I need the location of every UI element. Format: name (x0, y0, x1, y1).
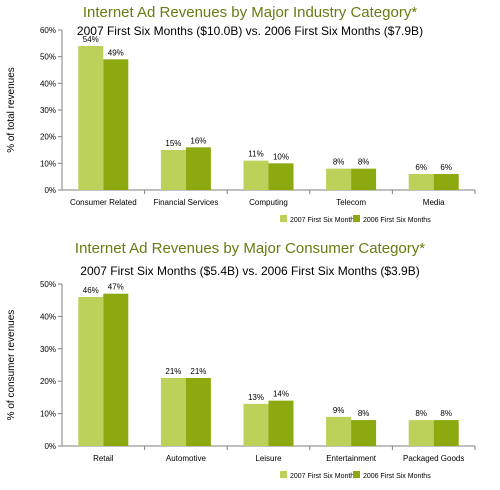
bar (160, 150, 186, 190)
x-tick-label: Consumer Related (70, 198, 137, 207)
legend-swatch (280, 215, 287, 222)
legend-swatch (280, 471, 287, 478)
consumer-chart-subtitle: 2007 First Six Months ($5.4B) vs. 2006 F… (80, 264, 420, 278)
bar (103, 59, 129, 191)
legend-swatch (353, 215, 360, 222)
data-label: 6% (440, 163, 452, 172)
bar (408, 174, 434, 190)
data-label: 21% (165, 367, 181, 376)
x-tick-label: Leisure (255, 454, 282, 463)
data-label: 8% (333, 158, 345, 167)
data-label: 8% (440, 409, 452, 418)
y-tick-label: 0% (44, 186, 56, 195)
y-axis-label: % of total revenues (6, 67, 17, 153)
data-label: 47% (108, 283, 124, 292)
x-tick-label: Automotive (166, 454, 207, 463)
industry-chart-subtitle: 2007 First Six Months ($10.0B) vs. 2006 … (76, 24, 424, 38)
consumer-chart: 0% 10% 20% 30% 40% 50% % of consumer revenues 4… (6, 280, 476, 480)
bar (326, 416, 352, 446)
legend-label: 2006 First Six Months (363, 473, 431, 480)
y-tick-label: 60% (40, 26, 56, 35)
bar (433, 420, 459, 446)
x-tick-label: Retail (93, 454, 114, 463)
y-tick-label: 50% (40, 53, 56, 62)
consumer-chart-panel: Internet Ad Revenues by Major Consumer C… (0, 240, 500, 490)
bar (185, 377, 211, 446)
y-axis-label: % of consumer revenues (6, 310, 17, 421)
industry-chart-title: Internet Ad Revenues by Major Industry C… (82, 4, 418, 21)
data-label: 46% (83, 286, 99, 295)
bar (326, 168, 352, 190)
legend-label: 2007 First Six Months (290, 217, 358, 224)
data-label: 6% (415, 163, 427, 172)
legend-swatch (353, 471, 360, 478)
y-tick-label: 20% (40, 377, 56, 386)
data-label: 49% (108, 48, 124, 57)
bar (408, 420, 434, 446)
x-tick-label: Computing (249, 198, 288, 207)
bar (185, 147, 211, 190)
x-tick-label: Telecom (336, 198, 366, 207)
bar (78, 46, 104, 190)
y-tick-label: 0% (44, 442, 56, 451)
bar (351, 420, 377, 446)
bar (268, 163, 294, 190)
data-label: 11% (248, 150, 263, 159)
industry-chart: 0% 10% 20% 30% 40% 50% 60% % of total revenues 5… (6, 26, 476, 224)
data-label: 16% (190, 136, 206, 145)
y-tick-label: 20% (40, 133, 56, 142)
bar (268, 400, 294, 446)
data-label: 8% (415, 409, 427, 418)
y-tick-label: 10% (40, 410, 56, 419)
y-tick-label: 30% (40, 106, 56, 115)
y-tick-label: 40% (40, 79, 56, 88)
legend-label: 2007 First Six Months (290, 473, 358, 480)
data-label: 21% (190, 367, 206, 376)
x-tick-label: Financial Services (153, 198, 218, 207)
legend-label: 2006 First Six Months (363, 217, 431, 224)
bar (351, 168, 377, 190)
bar (433, 174, 459, 190)
data-label: 8% (358, 409, 370, 418)
bar (78, 296, 104, 446)
x-tick-label: Entertainment (326, 454, 377, 463)
data-label: 8% (358, 158, 370, 167)
y-tick-label: 50% (40, 280, 56, 289)
data-label: 15% (165, 139, 181, 148)
y-tick-label: 30% (40, 345, 56, 354)
x-tick-label: Packaged Goods (403, 454, 464, 463)
x-tick-label: Media (423, 198, 445, 207)
data-label: 13% (248, 393, 264, 402)
data-label: 14% (273, 390, 289, 399)
y-tick-label: 40% (40, 312, 56, 321)
data-label: 9% (333, 406, 345, 415)
data-label: 10% (273, 152, 289, 161)
bar (243, 160, 269, 190)
data-label: 54% (83, 35, 99, 44)
bar (103, 293, 129, 446)
y-tick-label: 10% (40, 159, 56, 168)
consumer-chart-title: Internet Ad Revenues by Major Consumer C… (74, 240, 426, 257)
industry-chart-panel: Internet Ad Revenues by Major Industry C… (6, 4, 476, 224)
bar (243, 403, 269, 446)
bar (160, 377, 186, 446)
